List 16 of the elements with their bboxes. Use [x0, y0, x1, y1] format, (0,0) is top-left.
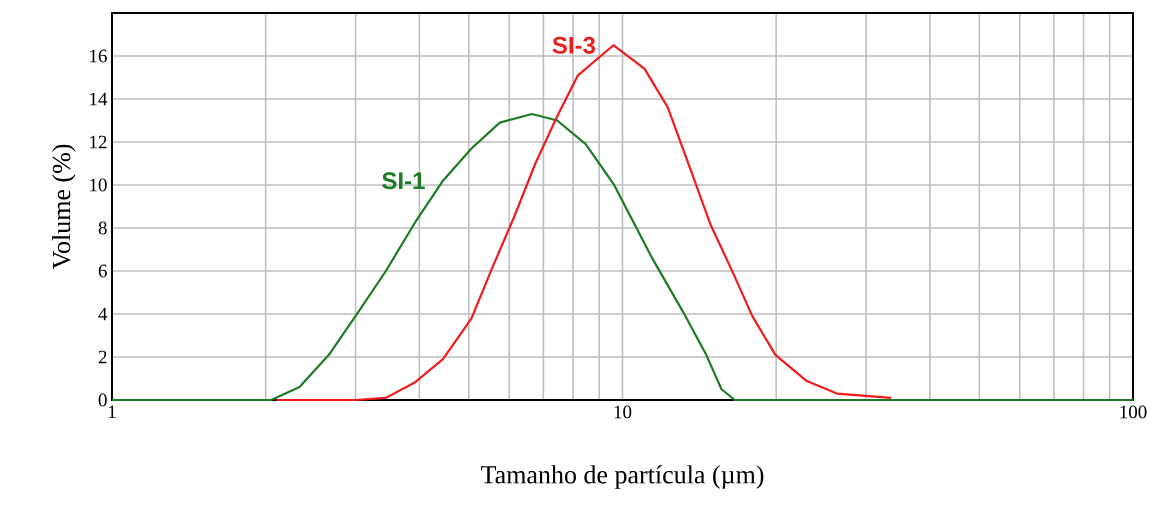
y-axis-title: Volume (%)	[52, 144, 76, 270]
y-tick-label: 16	[90, 49, 107, 63]
x-tick-label: 1	[108, 405, 116, 419]
x-tick-label: 10	[614, 405, 632, 419]
x-tick-label: 100	[1120, 405, 1147, 419]
y-tick-label: 14	[90, 92, 108, 106]
y-tick-label: 4	[98, 307, 108, 321]
y-tick-label: 6	[98, 264, 107, 278]
y-tick-label: 0	[98, 393, 107, 407]
y-tick-label: 8	[98, 221, 107, 235]
x-axis-title: Tamanho de partícula (µm)	[481, 465, 764, 489]
series-label: SI-3	[552, 36, 596, 54]
series-label: SI-1	[382, 172, 425, 190]
y-tick-label: 12	[90, 135, 107, 149]
y-tick-label: 10	[90, 178, 107, 192]
y-tick-label: 2	[98, 350, 107, 364]
